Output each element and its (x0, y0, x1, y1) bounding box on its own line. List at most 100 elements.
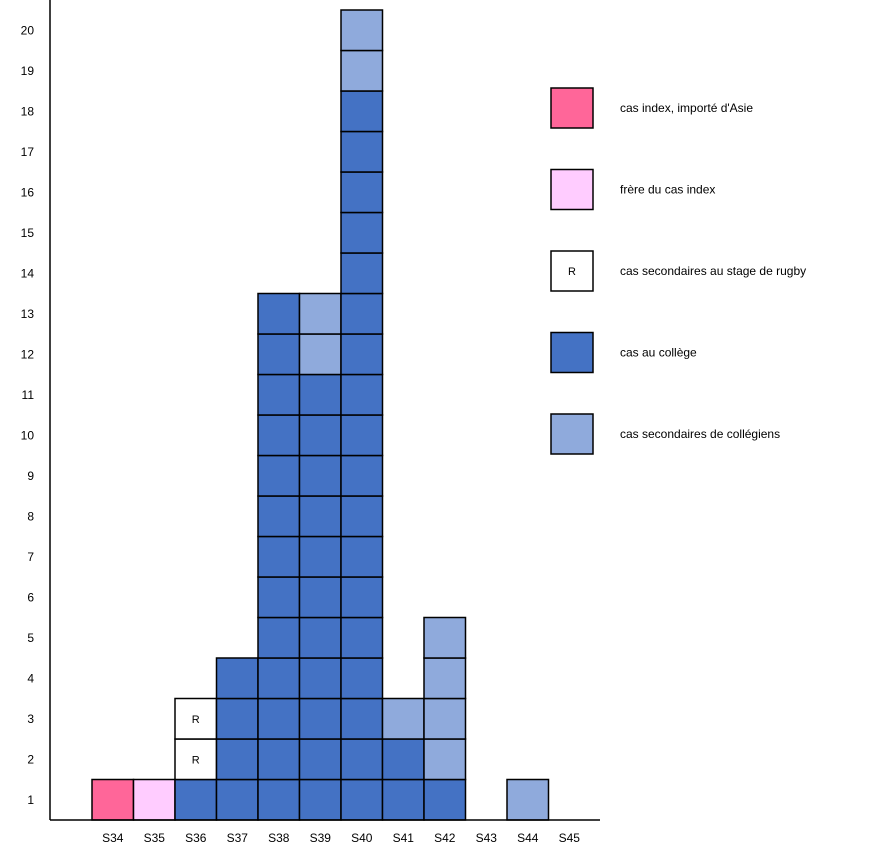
legend-label-index: cas index, importé d'Asie (620, 101, 753, 115)
bar-cell-college-S38 (257, 454, 301, 497)
y-tick-label: 19 (21, 64, 35, 78)
bar-cell-college-S38 (257, 292, 301, 335)
bar-cell-college-S38 (257, 495, 301, 538)
bar-cell-college-S38 (257, 616, 301, 659)
y-tick-label: 2 (27, 752, 34, 766)
cell-label-rugby: R (192, 714, 200, 726)
bar-cell-rugby-S36 (174, 697, 218, 740)
bar-cell-college-S39 (298, 535, 342, 578)
bar-cell-college-S40 (340, 373, 384, 416)
bar-cell-college-S39 (298, 657, 342, 700)
y-tick-label: 10 (21, 428, 35, 442)
bar-cell-college-S36 (174, 778, 218, 821)
bar-cell-college-S37 (215, 738, 259, 781)
bar-cell-college-S39 (298, 697, 342, 740)
x-tick-label: S38 (268, 831, 290, 845)
bar-cell-college-S38 (257, 414, 301, 457)
bar-cell-students-S42 (423, 738, 467, 781)
bar-cell-college-S39 (298, 373, 342, 416)
x-tick-label: S37 (227, 831, 249, 845)
bar-cell-college-S38 (257, 333, 301, 376)
legend: cas index, importé d'Asie frère du cas in… (550, 87, 806, 455)
x-tick-label: S43 (476, 831, 498, 845)
bar-cell-college-S40 (340, 252, 384, 295)
y-tick-label: 16 (21, 185, 35, 199)
x-tick-label: S40 (351, 831, 373, 845)
x-tick-label: S34 (102, 831, 124, 845)
bar-cell-college-S40 (340, 333, 384, 376)
x-tick-label: S44 (517, 831, 539, 845)
bar-cell-college-S37 (215, 778, 259, 821)
x-tick-label: S36 (185, 831, 207, 845)
legend-swatch-college (550, 331, 594, 374)
bar-cell-college-S40 (340, 576, 384, 619)
bar-cell-students-S40 (340, 49, 384, 92)
bar-cell-college-S37 (215, 657, 259, 700)
y-tick-label: 7 (27, 550, 34, 564)
y-tick-label: 15 (21, 226, 35, 240)
bar-cell-college-S40 (340, 778, 384, 821)
x-tick-label: S35 (144, 831, 166, 845)
bar-cell-college-S40 (340, 211, 384, 254)
bar-cell-college-S40 (340, 616, 384, 659)
bar-cell-rugby-S36 (174, 738, 218, 781)
bar-cell-students-S42 (423, 657, 467, 700)
bar-cell-students-S39 (298, 333, 342, 376)
bar-cell-college-S40 (340, 535, 384, 578)
bar-cell-college-S38 (257, 697, 301, 740)
bar-cell-students-S42 (423, 697, 467, 740)
bar-cell-college-S38 (257, 373, 301, 416)
bar-cell-college-S40 (340, 738, 384, 781)
y-tick-label: 4 (27, 671, 34, 685)
bar-cell-college-S40 (340, 414, 384, 457)
bar-cell-college-S37 (215, 697, 259, 740)
bar-cell-college-S39 (298, 576, 342, 619)
bar-cell-students-S42 (423, 616, 467, 659)
x-tick-label: S39 (310, 831, 332, 845)
legend-label-students: cas secondaires de collégiens (620, 427, 780, 441)
bar-cell-college-S39 (298, 495, 342, 538)
chart-cells: RR (91, 9, 550, 821)
bar-cell-college-S42 (423, 778, 467, 821)
y-tick-label: 14 (21, 266, 35, 280)
legend-swatch-students (550, 413, 594, 455)
y-tick-label: 3 (27, 712, 34, 726)
x-tick-label: S45 (559, 831, 581, 845)
bar-cell-index-S34 (91, 778, 135, 821)
legend-swatch-text: R (568, 266, 576, 278)
y-tick-label: 9 (27, 469, 34, 483)
bar-cell-college-S38 (257, 738, 301, 781)
legend-swatch-brother (550, 168, 594, 211)
y-tick-label: 6 (27, 590, 34, 604)
bar-cell-college-S38 (257, 657, 301, 700)
y-tick-label: 17 (21, 145, 35, 159)
chart-axes (49, 0, 600, 821)
bar-cell-college-S39 (298, 414, 342, 457)
x-tick-labels: S34 S35 S36 S37 S38 S39 S40 S41 S42 S43 S44 S45 (102, 831, 580, 845)
bar-cell-college-S38 (257, 576, 301, 619)
bar-cell-college-S40 (340, 171, 384, 214)
y-tick-label: 20 (21, 23, 35, 37)
x-tick-label: S42 (434, 831, 456, 845)
y-tick-label: 8 (27, 509, 34, 523)
x-tick-label: S41 (393, 831, 415, 845)
bar-cell-college-S39 (298, 738, 342, 781)
bar-cell-college-S41 (381, 738, 425, 781)
bar-cell-college-S40 (340, 454, 384, 497)
legend-label-rugby: cas secondaires au stage de rugby (620, 264, 806, 278)
cell-label-rugby: R (192, 754, 200, 766)
bar-cell-college-S40 (340, 292, 384, 335)
bar-cell-college-S40 (340, 657, 384, 700)
y-tick-label: 11 (22, 388, 35, 402)
y-tick-label: 13 (21, 307, 35, 321)
bar-cell-students-S44 (506, 778, 550, 821)
y-tick-label: 12 (21, 347, 35, 361)
bar-cell-college-S38 (257, 535, 301, 578)
y-tick-label: 1 (27, 793, 34, 807)
bar-cell-college-S41 (381, 778, 425, 821)
legend-swatch-rugby (550, 250, 594, 292)
y-tick-label: 18 (21, 104, 35, 118)
legend-swatch-index (550, 87, 594, 129)
